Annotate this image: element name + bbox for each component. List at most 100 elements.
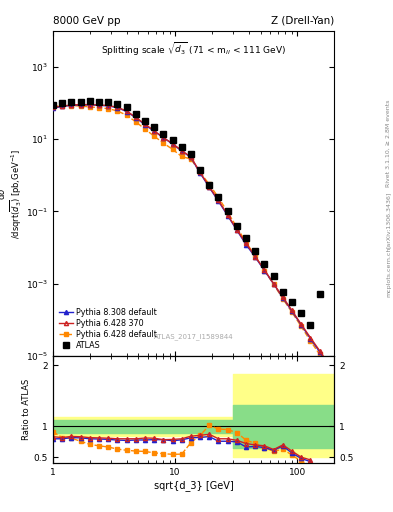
Pythia 6.428 default <box>225 209 230 215</box>
Pythia 6.428 370 <box>51 104 55 111</box>
ATLAS <box>133 111 138 117</box>
Pythia 6.428 default <box>88 104 92 110</box>
Pythia 6.428 default <box>207 181 212 187</box>
Pythia 8.308 default <box>179 148 184 154</box>
ATLAS <box>290 300 294 306</box>
Pythia 6.428 370 <box>244 240 248 246</box>
Pythia 8.308 default <box>225 212 230 219</box>
Pythia 6.428 default <box>189 156 193 162</box>
ATLAS <box>124 104 129 111</box>
Pythia 8.308 default <box>124 109 129 115</box>
ATLAS <box>115 101 120 107</box>
Pythia 8.308 default <box>133 115 138 121</box>
Pythia 6.428 370 <box>198 169 202 176</box>
Y-axis label: Ratio to ATLAS: Ratio to ATLAS <box>22 379 31 440</box>
Pythia 8.308 default <box>88 102 92 108</box>
Pythia 8.308 default <box>170 141 175 147</box>
Pythia 6.428 default <box>170 146 175 153</box>
Pythia 6.428 370 <box>299 321 303 327</box>
Pythia 6.428 default <box>143 126 147 132</box>
ATLAS <box>152 124 156 131</box>
Pythia 8.308 default <box>115 104 120 111</box>
ATLAS <box>60 100 64 106</box>
ATLAS <box>198 167 202 173</box>
Pythia 8.308 default <box>244 242 248 248</box>
Pythia 8.308 default <box>143 122 147 128</box>
Pythia 8.308 default <box>235 227 239 233</box>
Pythia 6.428 370 <box>115 104 120 111</box>
Pythia 6.428 default <box>308 338 313 344</box>
Text: Z (Drell-Yan): Z (Drell-Yan) <box>271 16 334 26</box>
Pythia 6.428 370 <box>327 361 331 368</box>
Pythia 8.308 default <box>78 102 83 108</box>
Pythia 8.308 default <box>271 281 276 287</box>
Pythia 6.428 370 <box>88 101 92 108</box>
Pythia 8.308 default <box>51 105 55 111</box>
Pythia 6.428 default <box>133 119 138 125</box>
Pythia 6.428 370 <box>189 154 193 160</box>
Pythia 8.308 default <box>198 170 202 176</box>
Pythia 6.428 default <box>179 154 184 160</box>
Pythia 8.308 default <box>216 198 221 204</box>
Line: Pythia 8.308 default: Pythia 8.308 default <box>51 103 331 368</box>
Pythia 6.428 default <box>271 281 276 287</box>
Pythia 6.428 default <box>106 105 110 112</box>
Pythia 6.428 370 <box>281 294 285 300</box>
Pythia 8.308 default <box>253 254 257 260</box>
Pythia 8.308 default <box>161 135 166 141</box>
Pythia 6.428 370 <box>308 334 313 340</box>
Pythia 6.428 default <box>124 112 129 118</box>
Pythia 8.308 default <box>299 322 303 328</box>
Pythia 6.428 370 <box>133 114 138 120</box>
ATLAS <box>51 101 55 108</box>
ATLAS <box>207 182 212 188</box>
Pythia 6.428 370 <box>253 253 257 260</box>
X-axis label: sqrt{d_3} [GeV]: sqrt{d_3} [GeV] <box>154 480 233 491</box>
Pythia 8.308 default <box>97 102 101 109</box>
Pythia 6.428 370 <box>161 135 166 141</box>
Pythia 6.428 370 <box>143 121 147 127</box>
ATLAS <box>317 291 322 297</box>
ATLAS <box>281 289 285 295</box>
ATLAS <box>216 194 221 200</box>
Pythia 6.428 default <box>253 253 257 259</box>
Pythia 8.308 default <box>317 349 322 355</box>
Pythia 6.428 370 <box>60 103 64 109</box>
Pythia 8.308 default <box>327 362 331 369</box>
Line: ATLAS: ATLAS <box>50 99 322 328</box>
Pythia 6.428 370 <box>170 140 175 146</box>
ATLAS <box>179 144 184 150</box>
Pythia 6.428 370 <box>271 281 276 287</box>
Pythia 8.308 default <box>281 294 285 301</box>
Pythia 6.428 370 <box>225 212 230 218</box>
ATLAS <box>225 208 230 215</box>
ATLAS <box>97 99 101 105</box>
Pythia 6.428 default <box>60 103 64 109</box>
ATLAS <box>189 151 193 157</box>
ATLAS <box>170 137 175 143</box>
Pythia 6.428 370 <box>207 184 212 190</box>
Pythia 6.428 default <box>327 366 331 372</box>
Pythia 6.428 370 <box>106 102 110 109</box>
Pythia 6.428 default <box>69 102 74 109</box>
Pythia 6.428 default <box>78 103 83 109</box>
Text: Splitting scale $\sqrt{d_3}$ (71 < m$_{ll}$ < 111 GeV): Splitting scale $\sqrt{d_3}$ (71 < m$_{l… <box>101 40 286 57</box>
ATLAS <box>143 118 147 124</box>
Pythia 6.428 default <box>244 239 248 245</box>
Pythia 6.428 370 <box>179 147 184 154</box>
Pythia 8.308 default <box>60 103 64 110</box>
ATLAS <box>299 310 303 316</box>
Text: ATLAS_2017_I1589844: ATLAS_2017_I1589844 <box>154 333 233 339</box>
Text: Rivet 3.1.10, ≥ 2.8M events: Rivet 3.1.10, ≥ 2.8M events <box>386 100 391 187</box>
Pythia 6.428 default <box>262 267 267 273</box>
ATLAS <box>106 99 110 105</box>
Pythia 8.308 default <box>308 335 313 342</box>
Pythia 8.308 default <box>262 267 267 273</box>
Pythia 6.428 default <box>299 324 303 330</box>
ATLAS <box>253 248 257 254</box>
Pythia 6.428 370 <box>317 348 322 354</box>
Pythia 6.428 default <box>216 195 221 201</box>
ATLAS <box>161 131 166 137</box>
Pythia 6.428 default <box>161 140 166 146</box>
Pythia 6.428 370 <box>216 198 221 204</box>
